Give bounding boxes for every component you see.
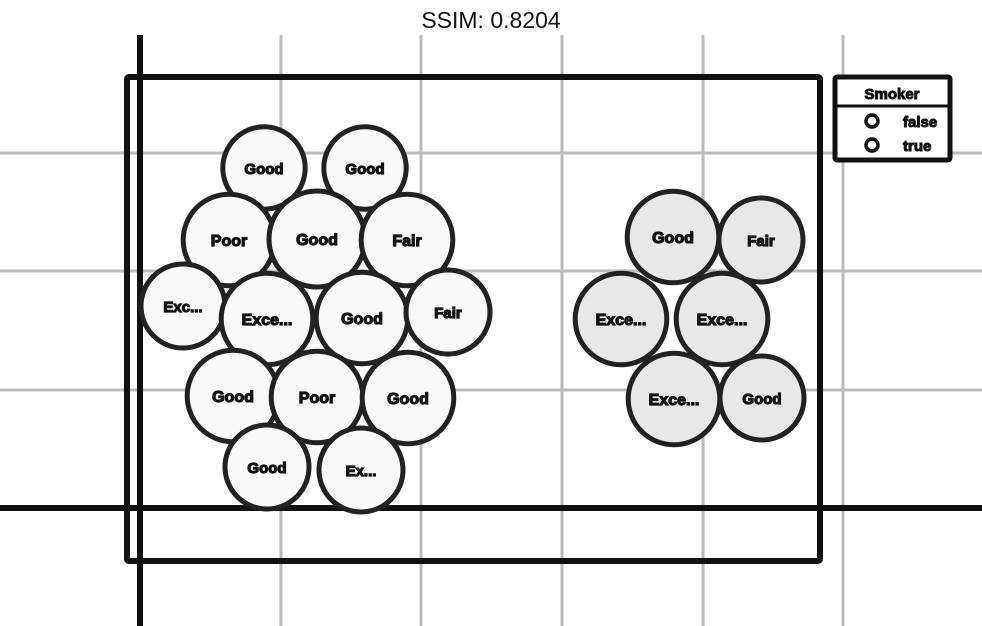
bubble-label: Poor (299, 390, 335, 407)
bubble-false-8 (403, 267, 493, 357)
bubble-layer: Good Good Poor Good Fair Exc... Exce... Good Fai… (138, 124, 807, 515)
bubble-label: Ex... (346, 463, 377, 480)
bubble-true-5 (717, 353, 807, 443)
bubble-false-12 (222, 422, 312, 512)
bubble-label: Fair (747, 233, 775, 250)
bubble-label: Exc... (163, 299, 202, 316)
legend-box (832, 74, 953, 163)
legend-title: Smoker (864, 86, 919, 103)
plot-frame (124, 74, 823, 564)
bubble-label: Fair (434, 305, 462, 322)
legend-entry-false: false (903, 114, 937, 131)
bubble-label: Exce... (697, 312, 748, 329)
bubble-true-3 (673, 270, 771, 368)
bubble-label: Good (247, 460, 286, 477)
bubble-label: Good (244, 161, 283, 178)
bubble-label: Exce... (649, 392, 700, 409)
bubble-label: Exce... (596, 312, 647, 329)
bubble-true-1 (716, 195, 806, 285)
bubble-true-2 (572, 270, 670, 368)
bubble-label: Good (296, 232, 338, 249)
bubble-label: Good (212, 389, 254, 406)
bubble-label: Good (652, 230, 694, 247)
bubble-label: Good (387, 391, 429, 408)
bubble-label: Good (742, 391, 781, 408)
bubble-false-4 (358, 191, 456, 289)
bubble-false-11 (359, 349, 457, 447)
bubble-label: Exce... (242, 312, 293, 329)
bubble-label: Fair (392, 233, 421, 250)
legend-marker-false (864, 113, 880, 129)
bubble-label: Good (341, 311, 383, 328)
bubble-false-1 (321, 124, 409, 212)
bubble-label: Poor (211, 233, 247, 250)
bubble-false-13 (316, 425, 406, 515)
ssim-metric-label: SSIM: 0.8204 (421, 7, 561, 33)
legend-marker-true (864, 137, 880, 153)
bubble-label: Good (345, 161, 384, 178)
legend: Smoker false true (832, 74, 953, 163)
legend-entry-true: true (903, 138, 931, 155)
